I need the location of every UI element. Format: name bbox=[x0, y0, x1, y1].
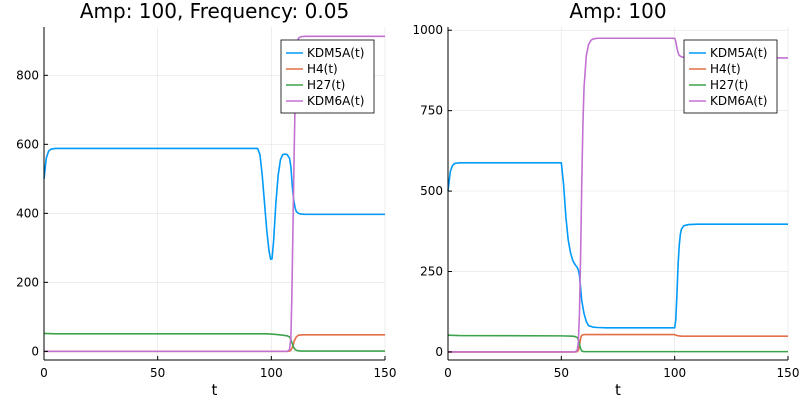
x-tick-label: 50 bbox=[554, 366, 569, 380]
y-tick-label: 800 bbox=[16, 68, 39, 82]
x-axis-label: t bbox=[615, 381, 621, 399]
axes bbox=[43, 27, 386, 361]
tick-labels: 0 50 100 150 0 250 500 750 1000 bbox=[412, 23, 799, 380]
legend-label: KDM5A(t) bbox=[307, 46, 364, 60]
y-tick-label: 250 bbox=[420, 265, 443, 279]
legend-label: H27(t) bbox=[307, 78, 345, 92]
series-line-h4t bbox=[44, 334, 385, 353]
chart-panel-left: 0 50 100 150 0 200 400 600 800 Amp: 100, Frequen… bbox=[16, 0, 396, 399]
series-line-h4t bbox=[448, 333, 788, 353]
series-line-kdm5at bbox=[43, 147, 385, 261]
x-tick-label: 100 bbox=[663, 366, 686, 380]
series-line-h27t bbox=[447, 334, 788, 353]
legend-label: H4(t) bbox=[710, 62, 741, 76]
series-line-kdm5at bbox=[447, 161, 788, 329]
x-tick-label: 0 bbox=[40, 366, 48, 380]
chart-title: Amp: 100, Frequency: 0.05 bbox=[80, 0, 349, 23]
series-line-kdm6at bbox=[44, 35, 385, 353]
legend-label: KDM5A(t) bbox=[710, 46, 767, 60]
x-tick-label: 150 bbox=[374, 366, 397, 380]
y-tick-label: 200 bbox=[16, 275, 39, 289]
legend-label: KDM6A(t) bbox=[710, 94, 767, 108]
axes bbox=[447, 27, 789, 361]
legend-label: H4(t) bbox=[307, 62, 338, 76]
y-tick-label: 0 bbox=[435, 345, 443, 359]
legend-label: KDM6A(t) bbox=[307, 94, 364, 108]
x-tick-label: 50 bbox=[150, 366, 165, 380]
tick-labels: 0 50 100 150 0 200 400 600 800 bbox=[16, 68, 396, 380]
series-lines bbox=[447, 37, 788, 353]
x-tick-label: 150 bbox=[777, 366, 800, 380]
y-tick-label: 1000 bbox=[412, 23, 443, 37]
chart-panel-right: 0 50 100 150 0 250 500 750 1000 Amp: 100 t KDM5A… bbox=[412, 0, 799, 399]
series-lines bbox=[43, 35, 385, 353]
x-tick-label: 0 bbox=[444, 366, 452, 380]
legend: KDM5A(t) H4(t) H27(t) KDM6A(t) bbox=[683, 39, 778, 114]
y-tick-label: 400 bbox=[16, 206, 39, 220]
legend-label: H27(t) bbox=[710, 78, 748, 92]
y-tick-label: 600 bbox=[16, 137, 39, 151]
x-axis-label: t bbox=[212, 381, 218, 399]
y-tick-label: 500 bbox=[420, 184, 443, 198]
series-line-kdm6at bbox=[448, 37, 788, 353]
series-line-h27t bbox=[43, 332, 385, 352]
x-tick-label: 100 bbox=[260, 366, 283, 380]
chart-title: Amp: 100 bbox=[569, 0, 666, 23]
y-tick-label: 0 bbox=[31, 344, 39, 358]
y-tick-label: 750 bbox=[420, 104, 443, 118]
legend: KDM5A(t) H4(t) H27(t) KDM6A(t) bbox=[280, 39, 375, 114]
